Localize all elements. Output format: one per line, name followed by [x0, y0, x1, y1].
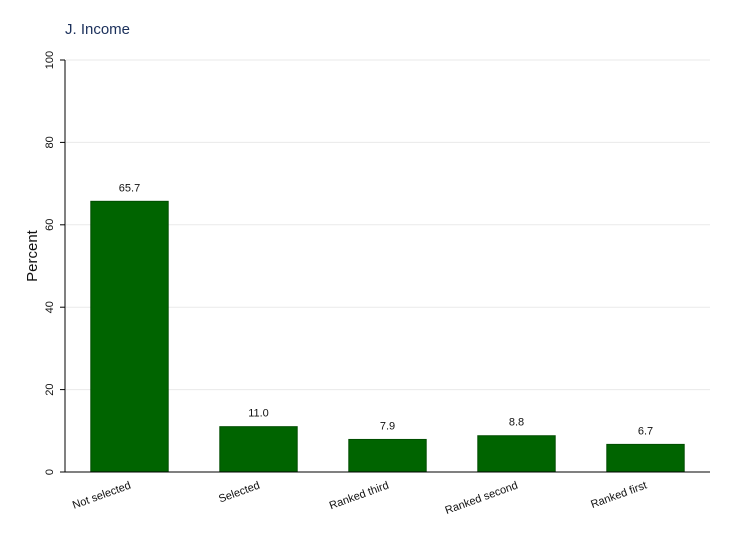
data-label: 6.7: [638, 425, 653, 437]
y-tick-label: 20: [44, 383, 56, 395]
axes: [60, 59, 710, 473]
data-label: 8.8: [509, 417, 524, 429]
y-tick-label: 0: [44, 469, 56, 475]
data-label: 11.0: [248, 408, 269, 420]
bar: [90, 200, 169, 473]
bar: [606, 443, 685, 473]
bar: [219, 426, 298, 473]
y-tick-label: 40: [44, 301, 56, 313]
data-label: 7.9: [380, 420, 395, 432]
data-label: 65.7: [119, 182, 140, 194]
x-tick-label: Ranked second: [444, 480, 520, 517]
y-tick-label: 100: [44, 51, 56, 69]
chart-title: J. Income: [65, 21, 131, 38]
x-tick-label: Not selected: [71, 480, 133, 512]
y-tick-label: 60: [44, 219, 56, 231]
gridlines: [66, 59, 710, 391]
y-axis-label: Percent: [24, 229, 41, 282]
bars: [90, 200, 685, 473]
bar: [348, 438, 427, 473]
y-tick-label: 80: [44, 136, 56, 148]
x-tick-label: Selected: [217, 480, 261, 506]
x-tick-label: Ranked first: [589, 480, 648, 511]
bar: [477, 435, 556, 473]
x-tick-label: Ranked third: [328, 480, 391, 513]
